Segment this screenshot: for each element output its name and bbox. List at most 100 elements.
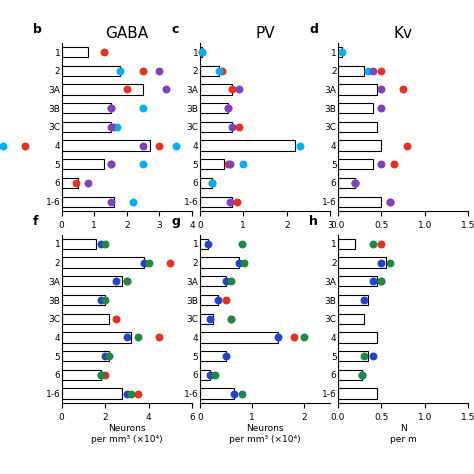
Point [134, 334, 141, 341]
Point [358, 371, 366, 379]
Point [123, 278, 130, 285]
Bar [62, 197, 114, 207]
Title: GABA: GABA [105, 27, 148, 42]
Title: PV: PV [255, 27, 275, 42]
Point [352, 179, 359, 187]
Point [224, 104, 232, 112]
Bar [338, 159, 373, 169]
Bar [200, 239, 208, 249]
Point [235, 123, 243, 131]
Point [228, 123, 236, 131]
Point [172, 142, 180, 149]
Point [378, 86, 385, 93]
Point [117, 67, 124, 74]
Point [162, 86, 170, 93]
Point [155, 334, 163, 341]
Text: f: f [33, 215, 38, 228]
Bar [62, 332, 131, 343]
Point [106, 352, 113, 360]
Point [386, 259, 394, 266]
Point [100, 48, 108, 56]
Point [369, 278, 376, 285]
Point [214, 296, 222, 304]
Title: Kv: Kv [393, 27, 413, 42]
Point [338, 48, 346, 56]
Text: g: g [171, 215, 180, 228]
Point [73, 179, 80, 187]
Bar [200, 314, 213, 324]
X-axis label: Neurons
per mm³ (×10⁴): Neurons per mm³ (×10⁴) [229, 424, 301, 444]
Point [386, 198, 394, 205]
Point [123, 334, 130, 341]
Bar [338, 140, 382, 151]
Bar [200, 332, 278, 343]
Point [97, 240, 104, 248]
Point [230, 390, 237, 397]
Point [378, 278, 385, 285]
Point [107, 123, 114, 131]
Point [113, 123, 121, 131]
Point [240, 259, 248, 266]
Point [222, 296, 229, 304]
X-axis label: Neurons
per mm³ (×10⁴): Neurons per mm³ (×10⁴) [91, 424, 163, 444]
Point [139, 142, 147, 149]
Point [123, 390, 130, 397]
Bar [338, 122, 377, 132]
Point [145, 259, 152, 266]
Point [386, 198, 394, 205]
Point [296, 142, 303, 149]
Point [166, 259, 174, 266]
Point [128, 390, 135, 397]
Point [84, 179, 91, 187]
Point [222, 278, 229, 285]
Point [290, 334, 298, 341]
Point [198, 48, 206, 56]
Point [227, 315, 235, 322]
Bar [200, 178, 212, 188]
Point [235, 86, 243, 93]
Point [224, 160, 232, 168]
Point [352, 179, 359, 187]
Point [216, 67, 223, 74]
Point [139, 67, 147, 74]
Point [378, 104, 385, 112]
Point [369, 352, 376, 360]
Point [112, 315, 120, 322]
Bar [338, 239, 356, 249]
Point [235, 259, 243, 266]
Bar [62, 84, 143, 95]
Point [228, 86, 236, 93]
Point [107, 104, 114, 112]
Point [107, 198, 114, 205]
Text: h: h [309, 215, 318, 228]
Bar [200, 140, 295, 151]
Point [233, 198, 240, 205]
Bar [200, 351, 226, 361]
Bar [62, 239, 96, 249]
Bar [338, 84, 377, 95]
Point [404, 142, 411, 149]
Bar [62, 295, 105, 305]
Point [218, 67, 225, 74]
Bar [62, 103, 110, 113]
Point [365, 67, 372, 74]
Point [97, 371, 104, 379]
Bar [62, 159, 104, 169]
Point [369, 240, 376, 248]
Bar [200, 197, 232, 207]
Bar [200, 103, 228, 113]
Bar [338, 388, 377, 399]
Point [155, 67, 163, 74]
Text: b: b [33, 23, 42, 36]
Point [123, 278, 130, 285]
Point [224, 104, 232, 112]
Bar [200, 295, 218, 305]
Point [123, 86, 130, 93]
Point [107, 160, 114, 168]
Text: d: d [309, 23, 318, 36]
Point [134, 390, 141, 397]
Point [204, 240, 211, 248]
Point [352, 179, 359, 187]
Point [222, 352, 229, 360]
Point [129, 198, 137, 205]
